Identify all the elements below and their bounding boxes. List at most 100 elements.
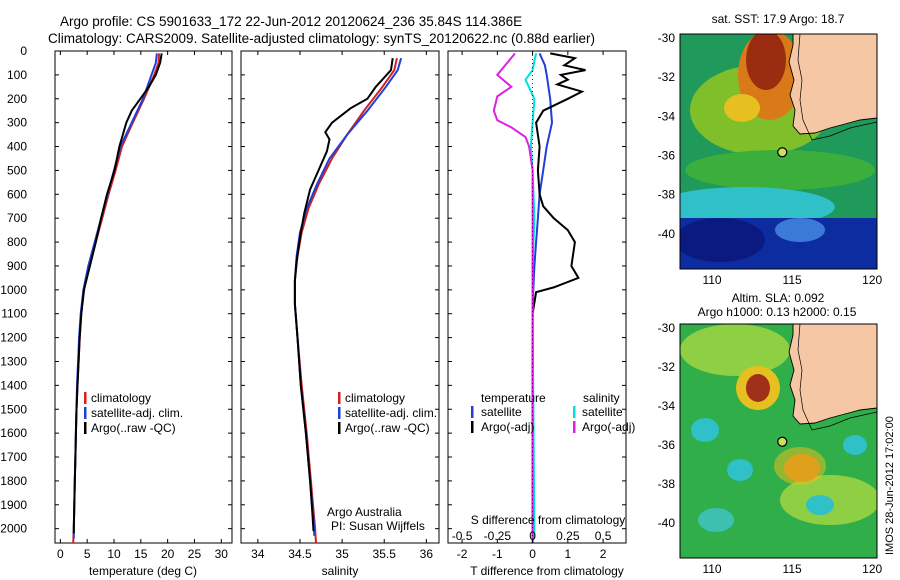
map-y-tick-label: -32 [658,70,676,84]
depth-tick-label: 900 [7,259,27,273]
depth-tick-label: 1400 [0,378,27,392]
s-diff-tick-label: 0 [529,529,536,543]
argo-float-marker [777,147,788,158]
depth-tick-label: 200 [7,92,27,106]
sla-map-title: Altim. SLA: 0.092 [732,291,825,305]
map-y-tick-label: -38 [658,477,676,491]
map-y-tick-label: -40 [658,516,676,530]
x-tick-label: 30 [215,547,229,561]
depth-tick-label: 400 [7,140,27,154]
x-tick-label: 5 [84,547,91,561]
series-temperature-argo-adj- [531,52,586,539]
sla-cyan-eddy-1 [691,418,719,442]
temperature-legend: climatology satellite-adj. clim. Argo(..… [84,391,183,435]
sst-map-axes: 110 115 120 -30 -32 -34 -36 -38 -40 [658,31,883,287]
title-line1: Argo profile: CS 5901633_172 22-Jun-2012… [60,14,522,29]
map-y-tick-label: -40 [658,227,676,241]
legend-swatch-argo [338,422,341,434]
legend-t-satellite: satellite [481,405,522,419]
legend-swatch-s-argo [573,421,576,433]
depth-tick-label: 1200 [0,331,27,345]
series-argo-raw-qc- [293,58,394,532]
legend-argo: Argo(..raw -QC) [345,421,430,435]
s-diff-tick-label: -0.25 [484,529,512,543]
sla-yellow-eddy [774,447,826,485]
sst-red-core [746,34,786,90]
sla-land [788,324,877,425]
map-x-tick-label: 115 [783,562,802,576]
legend-header-temperature: temperature [481,391,546,405]
sst-map-title: sat. SST: 17.9 Argo: 18.7 [712,12,845,26]
map-y-tick-label: -34 [658,399,676,413]
x-tick-label: 1 [564,547,571,561]
series-argo-raw-qc- [72,53,163,534]
depth-axis: 0 100 200 300 400 500 600 700 800 900 1000 1100 1200… [0,44,626,536]
map-x-tick-label: 120 [862,562,882,576]
depth-tick-label: 2000 [0,522,27,536]
sst-cyan-band [680,187,835,227]
map-x-tick-label: 115 [783,273,802,287]
legend-swatch-satellite [338,407,341,419]
legend-swatch-s-satellite [573,406,576,418]
title-line2: Climatology: CARS2009. Satellite-adjuste… [48,31,595,46]
depth-tick-label: 300 [7,116,27,130]
legend-argo: Argo(..raw -QC) [91,421,176,435]
legend-climatology: climatology [91,391,151,405]
depth-tick-label: 1600 [0,426,27,440]
depth-tick-label: 1700 [0,450,27,464]
sst-yellow-patch [724,94,760,122]
sla-shelf-contour [797,324,877,431]
sst-map-frame [679,33,878,270]
sla-map-subtitle: Argo h1000: 0.13 h2000: 0.15 [698,305,857,319]
legend-satellite-adj: satellite-adj. clim. [345,406,437,420]
sla-map [679,323,878,559]
sla-red-eddy [746,374,770,402]
legend-t-argo: Argo(-adj) [481,420,534,434]
sla-cyan-eddy-3 [806,495,834,515]
x-tick-label: 2 [600,547,607,561]
map-y-tick-label: -36 [658,438,676,452]
sst-cold-core [680,218,765,262]
sst-map [679,33,878,270]
credit-argo-australia: Argo Australia [327,505,402,519]
salinity-panel [240,50,440,544]
depth-tick-label: 500 [7,163,27,177]
sla-light-band [680,324,790,376]
x-tick-label: 15 [134,547,148,561]
difference-legend: temperature salinity satellite Argo(-adj… [471,391,635,434]
sla-cyan-eddy-2 [727,459,753,481]
legend-satellite-adj: satellite-adj. clim. [91,406,183,420]
depth-tick-label: 100 [7,68,27,82]
map-y-tick-label: -30 [658,31,676,45]
sla-map-frame [679,323,878,559]
sst-green-mid [685,150,875,190]
legend-swatch-t-satellite [471,406,474,418]
depth-tick-label: 0 [20,44,27,58]
s-diff-tick-label: 0.5 [595,529,612,543]
sla-map-axes: 110 115 120 -30 -32 -34 -36 -38 -40 [658,321,883,576]
t-difference-xlabel: T difference from climatology [470,564,624,578]
sla-cyan-eddy-4 [698,508,734,532]
x-tick-label: 0 [57,547,64,561]
x-tick-label: 35.5 [373,547,397,561]
depth-tick-label: 1000 [0,283,27,297]
salinity-chart [293,57,403,543]
map-y-tick-label: -34 [658,109,676,123]
legend-climatology: climatology [345,391,405,405]
depth-tick-label: 600 [7,187,27,201]
depth-tick-label: 1100 [1,307,27,321]
legend-s-argo: Argo(-adj) [582,420,635,434]
depth-tick-label: 700 [7,211,27,225]
map-x-tick-label: 110 [702,562,721,576]
depth-tick-label: 800 [7,235,27,249]
x-tick-label: 35 [335,547,349,561]
x-tick-label: 0 [529,547,536,561]
legend-swatch-argo [84,422,87,434]
legend-swatch-climatology [338,392,341,404]
difference-chart [492,51,586,543]
x-tick-label: 34 [251,547,265,561]
sst-land [788,34,877,135]
s-diff-tick-label: 0.25 [556,529,580,543]
legend-swatch-climatology [84,392,87,404]
depth-tick-label: 1500 [0,402,27,416]
